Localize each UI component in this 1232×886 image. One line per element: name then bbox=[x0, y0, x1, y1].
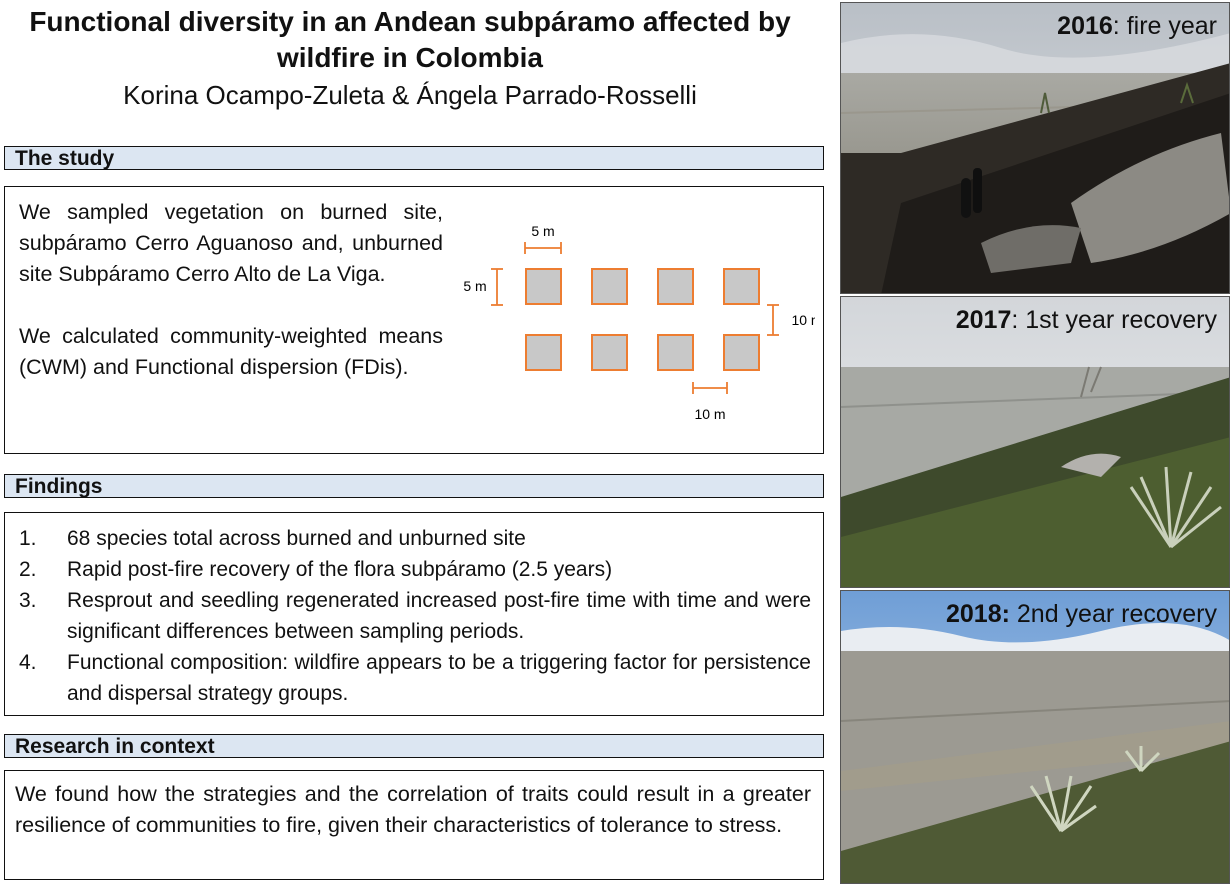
photo-caption-2016: 2016: fire year bbox=[1053, 11, 1221, 41]
photo-year: 2016 bbox=[1057, 12, 1113, 40]
photo-label: : 1st year recovery bbox=[1011, 306, 1217, 334]
landscape-recovery-2-image bbox=[841, 591, 1229, 883]
poster-authors: Korina Ocampo-Zuleta & Ángela Parrado-Ro… bbox=[123, 80, 697, 110]
column-gap-dimension: 10 m bbox=[692, 382, 728, 422]
sampling-plot-diagram: 5 m 5 m 10 m 10 m bbox=[463, 223, 815, 422]
sampling-plot bbox=[723, 334, 760, 371]
findings-item: 4. Functional composition: wildfire appea… bbox=[19, 647, 811, 709]
sampling-plot bbox=[657, 268, 694, 305]
landscape-burned-image bbox=[841, 3, 1229, 293]
photo-caption-2018: 2018: 2nd year recovery bbox=[942, 599, 1221, 629]
findings-item-number: 2. bbox=[19, 558, 37, 581]
photo-label: : fire year bbox=[1112, 12, 1217, 40]
poster-header: Functional diversity in an Andean subpár… bbox=[0, 4, 820, 112]
section-heading-study: The study bbox=[4, 146, 824, 170]
photo-year: 2017 bbox=[955, 306, 1012, 334]
section-heading-findings: Findings bbox=[4, 474, 824, 498]
findings-box: 1. 68 species total across burned and unb… bbox=[4, 512, 824, 716]
findings-item-text: Functional composition: wildfire appears… bbox=[67, 651, 811, 705]
study-paragraph-2: We calculated community-weighted means (… bbox=[19, 324, 443, 379]
row-gap-dimension: 10 m bbox=[767, 304, 815, 336]
photo-caption-2017: 2017: 1st year recovery bbox=[952, 305, 1221, 335]
row-gap-label: 10 m bbox=[791, 312, 815, 328]
findings-item-text: Resprout and seedling regenerated increa… bbox=[67, 589, 811, 643]
photo-2016-fire-year: 2016: fire year bbox=[840, 2, 1230, 294]
sampling-plot bbox=[657, 334, 694, 371]
column-gap-label: 10 m bbox=[694, 406, 725, 422]
study-paragraph-1: We sampled vegetation on burned site, su… bbox=[19, 200, 443, 286]
plot-height-label: 5 m bbox=[463, 278, 486, 294]
findings-item-number: 3. bbox=[19, 589, 37, 612]
study-text: We sampled vegetation on burned site, su… bbox=[19, 197, 443, 383]
findings-item-number: 4. bbox=[19, 651, 37, 674]
sampling-plot bbox=[591, 268, 628, 305]
photo-label: 2nd year recovery bbox=[1009, 600, 1217, 628]
findings-item-text: 68 species total across burned and unbur… bbox=[67, 527, 526, 550]
findings-item-text: Rapid post-fire recovery of the flora su… bbox=[67, 558, 613, 581]
photo-2017-first-year-recovery: 2017: 1st year recovery bbox=[840, 296, 1230, 588]
sampling-plots bbox=[525, 268, 760, 371]
photo-year: 2018: bbox=[946, 600, 1010, 628]
study-box: We sampled vegetation on burned site, su… bbox=[4, 186, 824, 454]
findings-item-number: 1. bbox=[19, 527, 37, 550]
plot-width-dimension: 5 m bbox=[524, 223, 562, 254]
landscape-recovery-1-image bbox=[841, 297, 1229, 587]
context-text: We found how the strategies and the corr… bbox=[15, 782, 811, 837]
context-box: We found how the strategies and the corr… bbox=[4, 770, 824, 880]
findings-list: 1. 68 species total across burned and unb… bbox=[19, 523, 811, 709]
findings-item: 3. Resprout and seedling regenerated incr… bbox=[19, 585, 811, 647]
findings-item: 2. Rapid post-fire recovery of the flora … bbox=[19, 554, 811, 585]
section-heading-context: Research in context bbox=[4, 734, 824, 758]
sampling-plot bbox=[525, 334, 562, 371]
plot-height-dimension: 5 m bbox=[463, 268, 503, 306]
sampling-plot bbox=[525, 268, 562, 305]
poster-title: Functional diversity in an Andean subpár… bbox=[29, 6, 791, 73]
sampling-plot bbox=[723, 268, 760, 305]
sampling-plot bbox=[591, 334, 628, 371]
plot-width-label: 5 m bbox=[531, 223, 554, 239]
findings-item: 1. 68 species total across burned and unb… bbox=[19, 523, 811, 554]
photo-2018-second-year-recovery: 2018: 2nd year recovery bbox=[840, 590, 1230, 884]
